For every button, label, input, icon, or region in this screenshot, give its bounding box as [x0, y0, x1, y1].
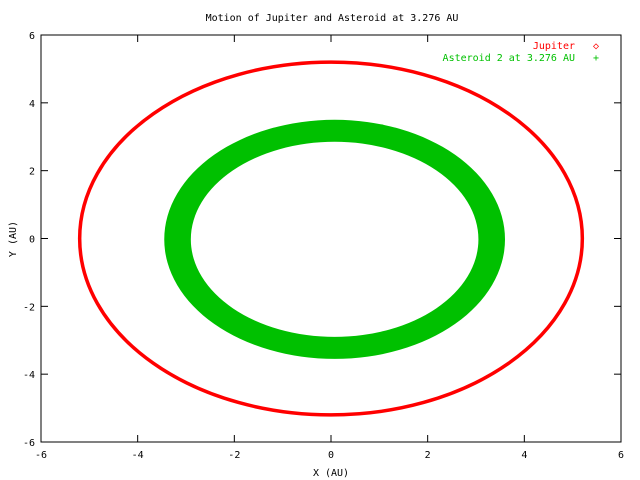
plot-frame — [40, 34, 622, 443]
series-0-orbit — [77, 60, 585, 417]
y-tick-label: -4 — [23, 370, 35, 381]
x-tick-label: 6 — [618, 450, 624, 461]
y-tick-label: 4 — [29, 99, 35, 110]
chart-title: Motion of Jupiter and Asteroid at 3.276 … — [206, 13, 459, 24]
x-tick-label: 4 — [521, 450, 527, 461]
legend-label-1: Asteroid 2 at 3.276 AU — [443, 53, 575, 64]
x-tick-label: 0 — [328, 450, 334, 461]
series-1-orbit-band — [164, 119, 505, 359]
y-tick-label: -2 — [23, 302, 35, 313]
x-axis-label: X (AU) — [313, 468, 349, 479]
y-axis-label: Y (AU) — [8, 221, 19, 257]
y-tick-label: 6 — [29, 31, 35, 42]
axis-ticks: -6 -4 -2 0 2 4 6 -6 -4 -2 0 2 4 6 — [23, 31, 624, 461]
y-tick-label: 0 — [29, 235, 35, 246]
legend-label-0: Jupiter — [533, 41, 575, 52]
x-tick-label: -2 — [228, 450, 240, 461]
x-tick-label: -4 — [132, 450, 144, 461]
y-tick-label: -6 — [23, 438, 35, 449]
legend-marker-0: ◇ — [593, 41, 599, 52]
x-tick-label: 2 — [425, 450, 431, 461]
legend-marker-1: + — [593, 53, 599, 64]
legend: Jupiter ◇ Asteroid 2 at 3.276 AU + — [443, 41, 599, 64]
x-tick-label: -6 — [35, 450, 47, 461]
plot-area — [77, 60, 585, 417]
y-tick-label: 2 — [29, 167, 35, 178]
